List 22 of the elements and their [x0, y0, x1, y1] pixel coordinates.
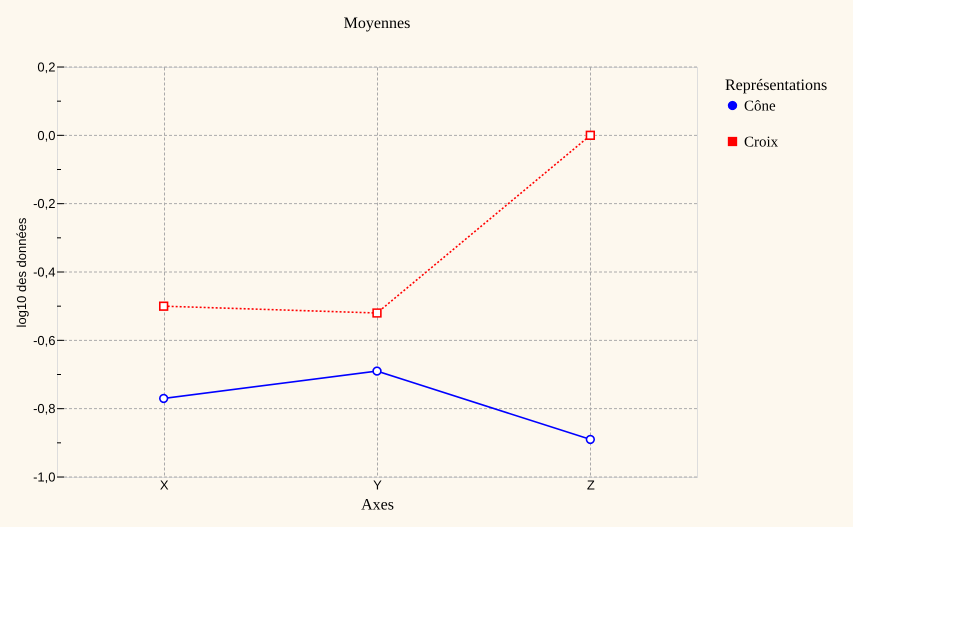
- legend-label: Croix: [744, 134, 779, 150]
- y-tick-label: -0,2: [33, 196, 56, 212]
- point: [586, 130, 596, 140]
- y-tick-label: -0,4: [33, 264, 56, 280]
- legend-title: Représentations: [725, 77, 828, 94]
- x-axis-title: Axes: [361, 496, 394, 514]
- y-axis-title: log10 des données: [14, 217, 30, 328]
- x-tick-label: Y: [373, 478, 382, 492]
- y-tick-label: -0,6: [33, 332, 56, 348]
- y-tick-label: -1,0: [33, 470, 56, 484]
- x-tick-label: Z: [586, 478, 595, 492]
- point: [158, 394, 168, 404]
- y-tick-label: -0,8: [33, 401, 56, 416]
- point: [158, 301, 168, 311]
- chart-title: Moyennes: [344, 15, 410, 32]
- legend-label: Cône: [744, 98, 776, 114]
- point: [372, 308, 382, 318]
- y-tick-label: 0,2: [37, 60, 56, 74]
- y-tick-label: 0,0: [37, 128, 56, 143]
- x-tick-label: X: [160, 478, 169, 492]
- point: [586, 434, 596, 444]
- point: [372, 366, 382, 376]
